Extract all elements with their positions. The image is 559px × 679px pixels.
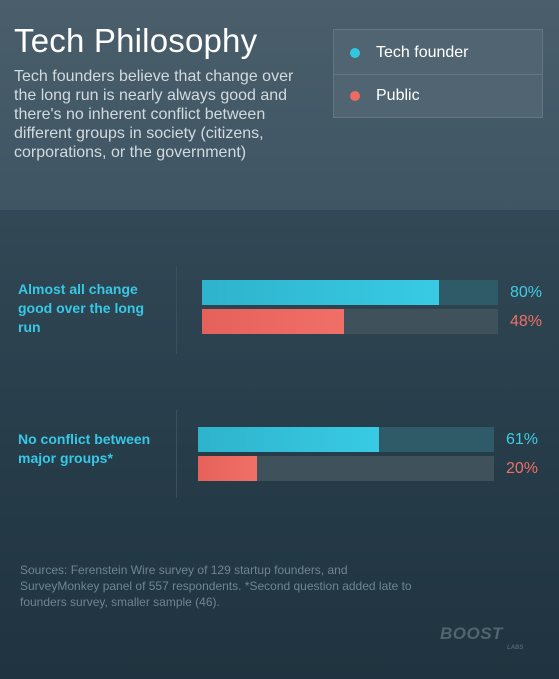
legend-item-public: Public — [350, 86, 420, 106]
bar-track-public-1 — [202, 309, 498, 334]
group-separator-1 — [176, 266, 177, 354]
category-label-2: No conflict between major groups* — [18, 431, 151, 466]
source-note: Sources: Ferenstein Wire survey of 129 s… — [20, 563, 412, 609]
header-panel: Tech Philosophy Tech founders believe th… — [0, 0, 559, 210]
bar-tech-founder-1 — [202, 280, 439, 305]
legend-swatch-tech-founder — [350, 48, 360, 58]
page-title: Tech Philosophy — [14, 22, 258, 59]
legend-label-public: Public — [376, 87, 420, 104]
bar-track-tech-founder-2 — [198, 427, 494, 452]
category-label-1: Almost all change good over the long run — [18, 281, 144, 335]
value-label-tech-founder-2: 61% — [506, 431, 539, 448]
bar-tech-founder-2 — [198, 427, 379, 452]
value-label-public-1: 48% — [510, 313, 543, 330]
legend-divider — [334, 74, 542, 75]
bar-public-2 — [198, 456, 257, 481]
bar-public-1 — [202, 309, 344, 334]
value-label-tech-founder-1: 80% — [510, 284, 543, 301]
legend-label-tech-founder: Tech founder — [376, 44, 469, 61]
bar-chart: Almost all change good over the long run… — [0, 250, 559, 530]
bar-track-public-2 — [198, 456, 494, 481]
page-subtitle: Tech founders believe that change over t… — [14, 68, 294, 161]
group-separator-2 — [176, 410, 177, 498]
boost-labs-logo-sub: LABS — [507, 645, 524, 651]
legend-swatch-public — [350, 91, 360, 101]
legend-item-tech-founder: Tech founder — [350, 43, 469, 63]
chart-legend: Tech founder Public — [333, 29, 543, 118]
bar-track-tech-founder-1 — [202, 280, 498, 305]
boost-labs-logo: BOOST — [440, 624, 503, 643]
value-label-public-2: 20% — [506, 460, 539, 477]
